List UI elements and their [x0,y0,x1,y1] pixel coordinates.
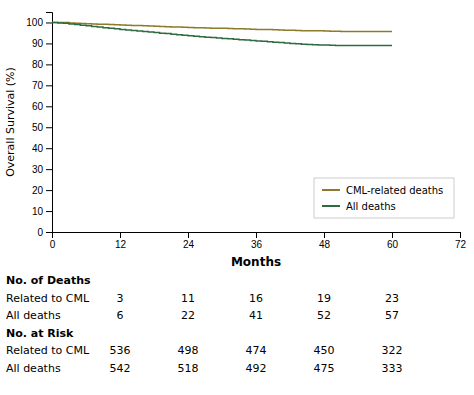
table-value: 333 [382,362,403,375]
x-tick: 36 [251,232,263,250]
x-tick: 48 [319,232,331,250]
risk-table: No. of Deaths Related to CML 3 11 16 19 23 All … [6,274,403,375]
table-row-label: All deaths [6,362,61,375]
y-axis-title: Overall Survival (%) [4,67,17,177]
y-tick: 20 [32,185,52,196]
series-group [52,22,392,45]
x-tick: 60 [387,232,399,250]
table-value: 41 [249,309,263,322]
table-value: 450 [314,344,335,357]
table-value: 23 [385,292,399,305]
legend-item: CML-related deaths [322,185,443,196]
table-row-label: Related to CML [6,344,90,357]
x-tick-label: 24 [183,239,195,250]
y-tick: 70 [32,80,52,91]
y-tick-label: 60 [32,101,44,112]
legend-label: CML-related deaths [346,185,443,196]
x-tick-mark [460,232,461,238]
legend-label: All deaths [346,201,396,212]
y-tick-label: 10 [32,206,44,217]
y-tick-mark [46,190,52,191]
y-tick: 30 [32,164,52,175]
y-tick-label: 100 [26,17,43,28]
table-value: 474 [246,344,267,357]
x-tick-label: 12 [115,239,127,250]
y-tick: 10 [32,206,52,217]
table-value: 542 [110,362,131,375]
y-tick: 0 [37,227,52,238]
y-tick-label: 50 [32,122,44,133]
legend-item: All deaths [322,201,396,212]
table-value: 475 [314,362,335,375]
y-tick-mark [46,85,52,86]
y-tick: 100 [26,17,52,28]
y-tick-label: 40 [32,143,44,154]
table-value: 19 [317,292,331,305]
y-tick-mark [46,148,52,149]
legend-swatch [322,205,340,207]
x-tick-label: 36 [251,239,263,250]
table-group-title: No. of Deaths [6,274,91,287]
y-axis: 0 10 20 30 40 50 60 70 80 90 100 [26,13,52,238]
x-axis: 0 12 24 36 48 60 72 [50,232,467,250]
x-tick-mark [392,232,393,238]
table-value: 492 [246,362,267,375]
y-tick-label: 20 [32,185,44,196]
table-value: 322 [382,344,403,357]
x-tick-mark [120,232,121,238]
y-tick-mark [46,232,52,233]
x-tick-mark [324,232,325,238]
x-tick-mark [188,232,189,238]
y-tick: 80 [32,59,52,70]
table-row-label: All deaths [6,309,61,322]
y-tick-label: 90 [32,38,44,49]
table-value: 518 [178,362,199,375]
y-tick-mark [46,22,52,23]
table-value: 536 [110,344,131,357]
x-tick-label: 48 [319,239,331,250]
table-value: 52 [317,309,331,322]
table-value: 6 [117,309,124,322]
x-axis-title: Months [231,255,281,269]
x-tick: 0 [50,232,56,250]
x-tick: 12 [115,232,127,250]
table-value: 498 [178,344,199,357]
y-tick-mark [46,211,52,212]
y-tick: 50 [32,122,52,133]
table-group-title: No. at Risk [6,327,74,340]
y-tick: 60 [32,101,52,112]
legend-swatch [322,189,340,191]
y-tick-label: 0 [37,227,43,238]
x-axis-line [53,233,461,239]
y-tick-mark [46,64,52,65]
chart: 01224364860720102030405060708090100CML-r… [0,0,474,395]
table-value: 22 [181,309,195,322]
table-value: 3 [117,292,124,305]
x-tick: 24 [183,232,195,250]
x-tick-mark [256,232,257,238]
y-tick-mark [46,127,52,128]
x-tick-label: 60 [387,239,399,250]
y-tick-mark [46,43,52,44]
y-tick-mark [46,106,52,107]
y-axis-line [46,13,53,233]
x-tick-label: 0 [50,239,56,250]
survival-curve [52,22,392,45]
legend-box [314,178,454,218]
x-tick: 72 [455,232,467,250]
plot-area: 0 12 24 36 48 60 72 0 10 20 30 40 50 60 70 80 90 100 CML-r… [26,13,466,251]
table-value: 57 [385,309,399,322]
table-value: 11 [181,292,195,305]
table-row-label: Related to CML [6,292,90,305]
legend: CML-related deaths All deaths [314,178,454,218]
y-tick-mark [46,169,52,170]
x-tick-label: 72 [455,239,467,250]
y-tick: 90 [32,38,52,49]
y-tick-label: 80 [32,59,44,70]
y-tick-label: 70 [32,80,44,91]
y-tick: 40 [32,143,52,154]
table-value: 16 [249,292,263,305]
y-tick-label: 30 [32,164,44,175]
